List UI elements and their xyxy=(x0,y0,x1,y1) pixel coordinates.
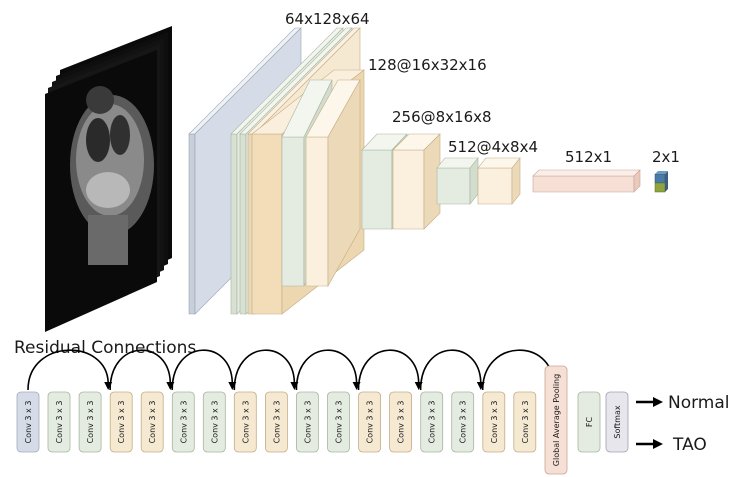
conv-block xyxy=(202,391,226,453)
residual-arc xyxy=(27,349,109,391)
conv-block xyxy=(327,391,350,453)
conv-block-label: Conv 3 x 3 xyxy=(303,401,312,444)
residual-arc xyxy=(233,349,296,391)
output-tao-label: TAO xyxy=(672,435,707,455)
conv-block xyxy=(233,391,257,453)
fc-box: FC xyxy=(577,391,601,453)
conv-block-label: Conv 3 x 3 xyxy=(24,401,33,444)
label-256-8x16x8: 256@8x16x8 xyxy=(392,108,492,126)
conv-block-label: Conv 3 x 3 xyxy=(428,401,437,444)
conv-block xyxy=(16,391,40,453)
conv-block-label: Conv 3 x 3 xyxy=(210,401,219,444)
conv-block xyxy=(451,391,475,453)
softmax-box: Softmax xyxy=(605,391,629,453)
conv-block xyxy=(389,391,413,453)
block-conv4a xyxy=(436,157,479,205)
label-2x1: 2x1 xyxy=(652,148,680,166)
conv-block xyxy=(358,391,382,453)
gap-box: Global Average Pooling xyxy=(544,365,568,475)
block-conv4b xyxy=(477,157,521,205)
arrow-normal xyxy=(636,397,663,407)
conv-block-label: Conv 3 x 3 xyxy=(272,401,281,444)
residual-connections-title: Residual Connections xyxy=(14,338,196,358)
conv-block xyxy=(171,391,195,453)
residual-arc xyxy=(171,349,234,391)
conv-block xyxy=(140,391,164,453)
gap-label: Global Average Pooling xyxy=(552,374,561,466)
layer-pipeline: Conv 3 x 3 Conv 3 x 3 Conv 3 x 3 Conv 3 x 3… xyxy=(16,391,537,453)
conv-block xyxy=(295,391,319,453)
conv-block xyxy=(482,391,506,453)
ct-slice-image xyxy=(70,86,154,265)
residual-arc xyxy=(109,349,172,391)
conv-block-label: Conv 3 x 3 xyxy=(179,401,188,444)
label-512-4x8x4: 512@4x8x4 xyxy=(448,138,538,156)
conv-block-label: Conv 3 x 3 xyxy=(241,401,250,444)
residual-arc xyxy=(419,349,482,391)
block-fc-vector xyxy=(532,169,641,193)
residual-arc xyxy=(295,349,358,391)
block-output xyxy=(654,171,668,193)
conv-block-label: Conv 3 x 3 xyxy=(148,401,157,444)
block-conv3b xyxy=(392,133,441,230)
residual-arc xyxy=(481,349,554,391)
conv-block-label: Conv 3 x 3 xyxy=(490,401,499,444)
conv-block-label: Conv 3 x 3 xyxy=(335,401,344,444)
label-64x128x64: 64x128x64 xyxy=(285,10,370,28)
conv-block xyxy=(78,391,102,453)
block-conv2b xyxy=(305,78,361,288)
conv-block xyxy=(109,391,133,453)
residual-arcs xyxy=(27,349,557,391)
conv-block-label: Conv 3 x 3 xyxy=(521,401,530,444)
conv-block-label: Conv 3 x 3 xyxy=(117,401,126,444)
conv-block xyxy=(420,391,444,453)
residual-arc xyxy=(357,349,420,391)
conv-block-label: Conv 3 x 3 xyxy=(397,401,406,444)
label-512x1: 512x1 xyxy=(565,148,612,166)
ct-scan-image-stack xyxy=(45,26,172,332)
fc-label: FC xyxy=(585,416,594,427)
label-128-16x32x16: 128@16x32x16 xyxy=(368,56,487,74)
arrow-tao xyxy=(636,439,663,449)
softmax-label: Softmax xyxy=(613,405,622,438)
conv-block xyxy=(47,391,71,453)
conv-block-label: Conv 3 x 3 xyxy=(55,401,64,444)
conv-block-label: Conv 3 x 3 xyxy=(86,401,95,444)
conv-block-label: Conv 3 x 3 xyxy=(366,401,375,444)
conv-block-label: Conv 3 x 3 xyxy=(459,401,468,444)
conv-block xyxy=(264,391,288,453)
conv-block xyxy=(513,391,537,453)
output-normal-label: Normal xyxy=(668,393,730,413)
